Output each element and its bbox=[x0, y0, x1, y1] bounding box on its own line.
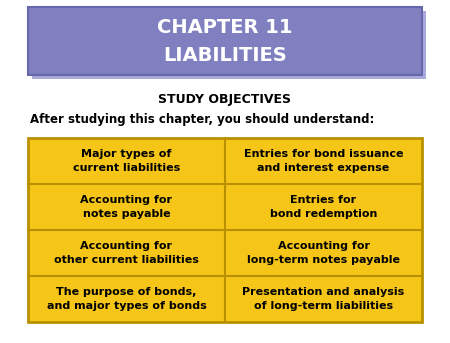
FancyBboxPatch shape bbox=[28, 138, 422, 322]
FancyBboxPatch shape bbox=[28, 7, 422, 75]
Text: STUDY OBJECTIVES: STUDY OBJECTIVES bbox=[158, 94, 292, 106]
Text: LIABILITIES: LIABILITIES bbox=[163, 46, 287, 66]
Text: Entries for bond issuance
and interest expense: Entries for bond issuance and interest e… bbox=[244, 149, 403, 174]
FancyBboxPatch shape bbox=[32, 11, 426, 79]
Text: Presentation and analysis
of long-term liabilities: Presentation and analysis of long-term l… bbox=[243, 287, 405, 311]
Text: After studying this chapter, you should understand:: After studying this chapter, you should … bbox=[30, 114, 374, 127]
Text: Entries for
bond redemption: Entries for bond redemption bbox=[270, 194, 377, 220]
Text: Accounting for
notes payable: Accounting for notes payable bbox=[81, 194, 172, 220]
Text: CHAPTER 11: CHAPTER 11 bbox=[157, 18, 293, 37]
Text: The purpose of bonds,
and major types of bonds: The purpose of bonds, and major types of… bbox=[47, 287, 207, 311]
Text: Accounting for
other current liabilities: Accounting for other current liabilities bbox=[54, 240, 199, 265]
Text: Accounting for
long-term notes payable: Accounting for long-term notes payable bbox=[247, 240, 400, 265]
Text: Major types of
current liabilities: Major types of current liabilities bbox=[73, 149, 180, 174]
